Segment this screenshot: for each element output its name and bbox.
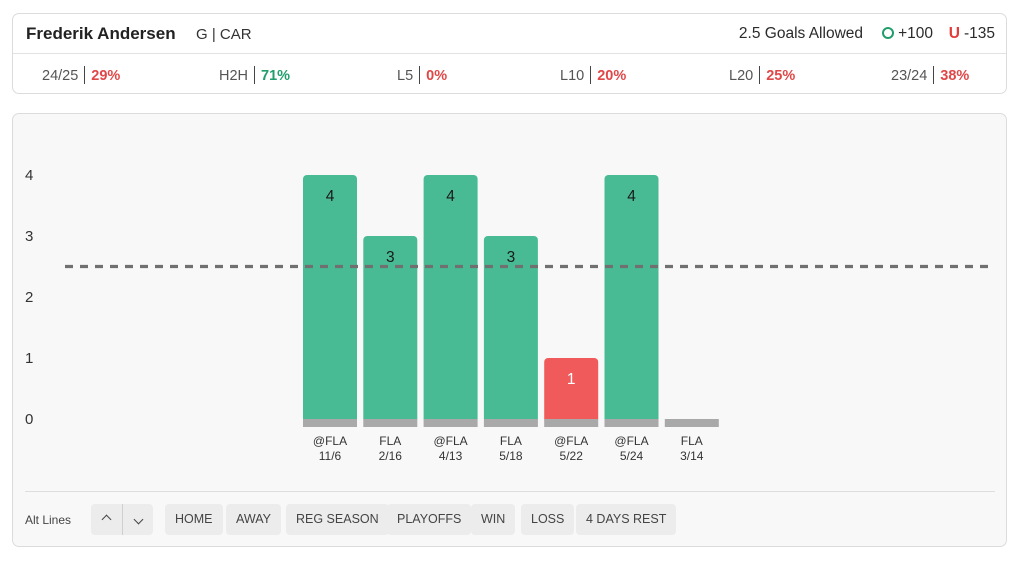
player-info-card: Frederik Andersen G | CAR 2.5 Goals Allo… (12, 13, 1007, 94)
x-tick-label: @FLA (554, 434, 588, 448)
over-odds-button[interactable]: +100 (882, 25, 933, 43)
bar-value-label: 3 (507, 249, 516, 266)
stat-label: 23/24 (891, 68, 928, 84)
stat-value: 25% (766, 68, 796, 84)
stat-divider (254, 66, 256, 84)
stat-divider (590, 66, 592, 84)
stat-label: 24/25 (42, 68, 79, 84)
chart-divider (25, 491, 995, 492)
bar-baseline (423, 419, 478, 427)
filter-loss-button[interactable]: LOSS (521, 504, 575, 535)
alt-line-down-button[interactable] (122, 504, 153, 535)
chevron-up-icon (101, 514, 112, 525)
bar[interactable] (363, 236, 418, 423)
stat-label: L10 (560, 68, 585, 84)
x-tick-label: FLA (379, 434, 401, 448)
goals-allowed-bar-chart: 012344@FLA11/63FLA2/164@FLA4/133FLA5/181… (25, 167, 991, 463)
chevron-down-icon (133, 514, 143, 525)
filter-win-button[interactable]: WIN (471, 504, 516, 535)
filter-4-days-rest-button[interactable]: 4 DAYS REST (576, 504, 677, 535)
filter-playoffs-button[interactable]: PLAYOFFS (387, 504, 472, 535)
filter-away-button[interactable]: AWAY (226, 504, 281, 535)
y-tick-label: 2 (25, 289, 33, 306)
x-tick-label: @FLA (313, 434, 347, 448)
x-tick-label: 5/22 (560, 449, 584, 463)
player-position-team: G | CAR (196, 26, 252, 43)
stat-divider (84, 66, 86, 84)
bar-baseline (303, 419, 357, 427)
x-tick-label: @FLA (433, 434, 467, 448)
x-tick-label: @FLA (614, 434, 648, 448)
bar[interactable] (544, 358, 599, 423)
bar[interactable] (604, 175, 659, 423)
stat-l20[interactable]: L20 25% (729, 66, 795, 84)
under-letter-icon: U (948, 25, 960, 42)
alt-line-up-button[interactable] (91, 504, 122, 535)
bar-baseline (544, 419, 599, 427)
bar[interactable] (423, 175, 478, 423)
stat-value: 0% (426, 68, 448, 84)
bar-baseline (664, 419, 719, 427)
stat-season[interactable]: 24/25 29% (42, 66, 120, 84)
stat-value: 71% (261, 68, 291, 84)
stat-divider (759, 66, 761, 84)
bar-value-label: 4 (326, 188, 335, 205)
bar-baseline (604, 419, 659, 427)
stat-l10[interactable]: L10 20% (560, 66, 626, 84)
x-tick-label: FLA (500, 434, 522, 448)
stat-l5[interactable]: L5 0% (397, 66, 447, 84)
stat-divider (933, 66, 935, 84)
alt-lines-label: Alt Lines (25, 513, 72, 527)
stat-label: H2H (219, 68, 249, 84)
bar-value-label: 1 (567, 371, 576, 388)
over-circle-icon (882, 27, 895, 39)
x-tick-label: 5/24 (620, 449, 644, 463)
bar-baseline (363, 419, 418, 427)
alt-lines-stepper (91, 504, 153, 535)
x-tick-label: 11/6 (319, 449, 342, 463)
stat-last-season[interactable]: 23/24 38% (891, 66, 969, 84)
stat-label: L5 (397, 68, 414, 84)
y-tick-label: 1 (25, 350, 33, 367)
stat-value: 20% (597, 68, 627, 84)
hit-rate-stats-row: 24/25 29% H2H 71% L5 0% L10 20% L20 25% 23/24… (13, 55, 1006, 94)
game-log-chart-card: 0 1 2 3 4 4 @FLA 11/6 3 FLA 2/16 4 @FLA 4/13 3 FLA 5/18 1… (12, 113, 1007, 547)
over-odds-value: +100 (898, 25, 933, 42)
under-odds-button[interactable]: U -135 (949, 25, 995, 43)
x-tick-label: 3/14 (680, 449, 704, 463)
bar-value-label: 4 (446, 188, 455, 205)
stat-value: 29% (91, 68, 121, 84)
x-tick-label: 2/16 (379, 449, 403, 463)
y-tick-label: 3 (25, 228, 33, 245)
stat-value: 38% (940, 68, 970, 84)
filter-home-button[interactable]: HOME (165, 504, 223, 535)
x-tick-label: 4/13 (439, 449, 463, 463)
stat-label: L20 (729, 68, 754, 84)
bar[interactable] (483, 236, 538, 423)
bar-value-label: 4 (627, 188, 636, 205)
stat-h2h[interactable]: H2H 71% (219, 66, 290, 84)
y-tick-label: 4 (25, 167, 33, 184)
x-tick-label: 5/18 (499, 449, 523, 463)
bar-baseline (483, 419, 538, 427)
prop-line: 2.5 Goals Allowed (738, 25, 863, 42)
under-odds-value: -135 (963, 25, 995, 42)
x-tick-label: FLA (681, 434, 703, 448)
player-header-row: Frederik Andersen G | CAR 2.5 Goals Allo… (13, 14, 1006, 54)
player-name: Frederik Andersen (26, 24, 176, 43)
bar-value-label: 3 (386, 249, 395, 266)
bar[interactable] (303, 175, 357, 423)
filter-reg-season-button[interactable]: REG SEASON (286, 504, 389, 535)
stat-divider (419, 66, 421, 84)
y-tick-label: 0 (25, 411, 33, 428)
